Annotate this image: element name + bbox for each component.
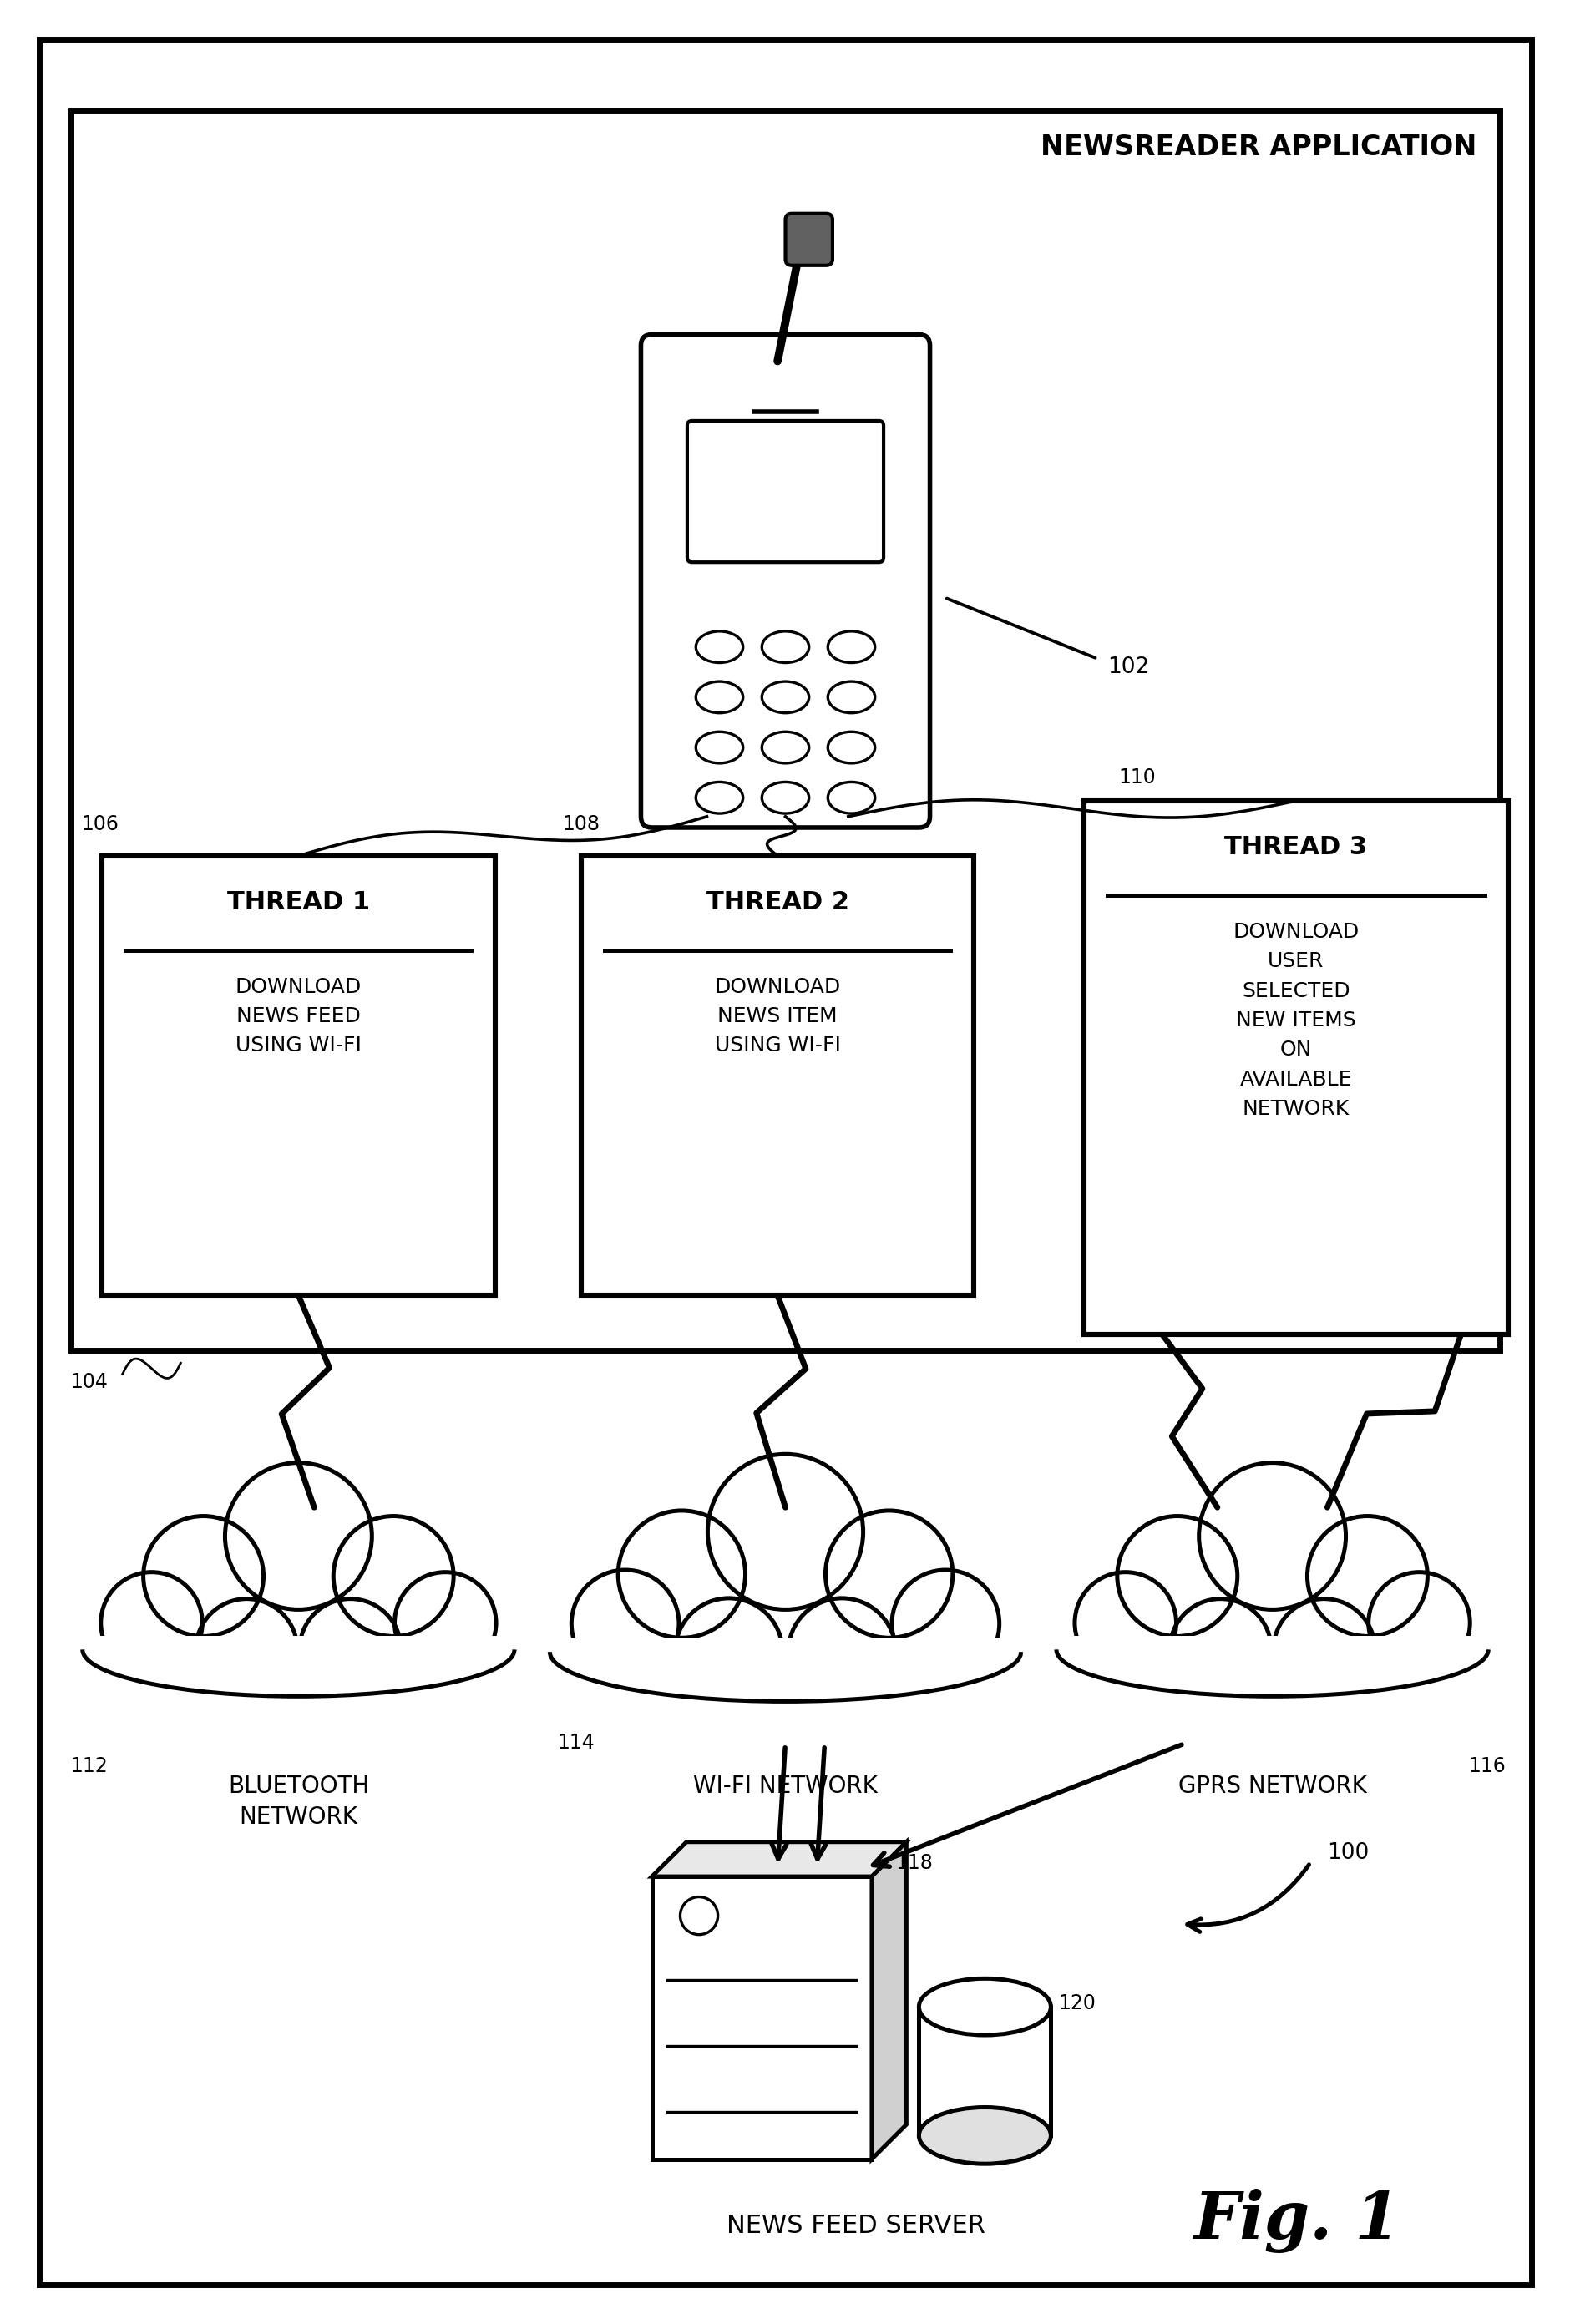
Circle shape	[617, 1511, 746, 1638]
Circle shape	[394, 1571, 496, 1673]
Text: NEWSREADER APPLICATION: NEWSREADER APPLICATION	[1039, 132, 1476, 160]
Circle shape	[892, 1571, 999, 1678]
Text: THREAD 1: THREAD 1	[228, 890, 369, 916]
Text: 108: 108	[562, 813, 600, 834]
Text: Fig. 1: Fig. 1	[1193, 2189, 1400, 2254]
Text: DOWNLOAD
USER
SELECTED
NEW ITEMS
ON
AVAILABLE
NETWORK: DOWNLOAD USER SELECTED NEW ITEMS ON AVAI…	[1232, 923, 1358, 1120]
Text: 116: 116	[1468, 1757, 1506, 1776]
Text: 114: 114	[557, 1734, 595, 1752]
Circle shape	[300, 1599, 400, 1701]
Text: WI-FI NETWORK: WI-FI NETWORK	[692, 1776, 878, 1799]
Circle shape	[675, 1599, 782, 1706]
Text: BLUETOOTH
NETWORK: BLUETOOTH NETWORK	[228, 1776, 369, 1829]
Circle shape	[1116, 1515, 1237, 1636]
Circle shape	[143, 1515, 264, 1636]
Text: 120: 120	[1058, 1994, 1096, 2013]
FancyBboxPatch shape	[39, 40, 1531, 2284]
Circle shape	[1273, 1599, 1374, 1701]
FancyBboxPatch shape	[1047, 1636, 1496, 1722]
Circle shape	[571, 1571, 678, 1678]
Circle shape	[225, 1462, 372, 1611]
Text: GPRS NETWORK: GPRS NETWORK	[1178, 1776, 1366, 1799]
Text: NEWS FEED SERVER: NEWS FEED SERVER	[727, 2215, 984, 2238]
Circle shape	[1074, 1571, 1176, 1673]
Text: 110: 110	[1118, 767, 1156, 788]
Polygon shape	[652, 1843, 906, 1875]
Ellipse shape	[918, 1978, 1050, 2036]
Text: 104: 104	[71, 1371, 108, 1392]
Text: 106: 106	[82, 813, 119, 834]
FancyBboxPatch shape	[1083, 802, 1507, 1334]
Circle shape	[196, 1599, 297, 1701]
FancyBboxPatch shape	[641, 335, 929, 827]
Text: THREAD 3: THREAD 3	[1225, 834, 1366, 860]
Ellipse shape	[918, 2108, 1050, 2164]
Circle shape	[1367, 1571, 1470, 1673]
Circle shape	[1198, 1462, 1345, 1611]
Text: 102: 102	[1107, 655, 1149, 679]
Text: 100: 100	[1327, 1843, 1369, 1864]
Circle shape	[333, 1515, 454, 1636]
FancyBboxPatch shape	[652, 1875, 871, 2159]
Circle shape	[788, 1599, 895, 1706]
FancyBboxPatch shape	[581, 855, 973, 1294]
Circle shape	[100, 1571, 203, 1673]
Circle shape	[706, 1455, 864, 1611]
FancyBboxPatch shape	[74, 1636, 523, 1722]
Text: 112: 112	[71, 1757, 108, 1776]
Circle shape	[826, 1511, 951, 1638]
FancyBboxPatch shape	[540, 1638, 1030, 1729]
Text: DOWNLOAD
NEWS FEED
USING WI-FI: DOWNLOAD NEWS FEED USING WI-FI	[236, 976, 361, 1055]
Polygon shape	[871, 1843, 906, 2159]
FancyBboxPatch shape	[918, 2008, 1050, 2136]
Text: DOWNLOAD
NEWS ITEM
USING WI-FI: DOWNLOAD NEWS ITEM USING WI-FI	[714, 976, 840, 1055]
FancyBboxPatch shape	[688, 421, 882, 562]
FancyBboxPatch shape	[102, 855, 495, 1294]
Text: 118: 118	[895, 1852, 933, 1873]
Circle shape	[1306, 1515, 1427, 1636]
Circle shape	[1170, 1599, 1270, 1701]
FancyBboxPatch shape	[785, 214, 832, 265]
FancyBboxPatch shape	[71, 109, 1499, 1350]
Text: THREAD 2: THREAD 2	[706, 890, 848, 916]
